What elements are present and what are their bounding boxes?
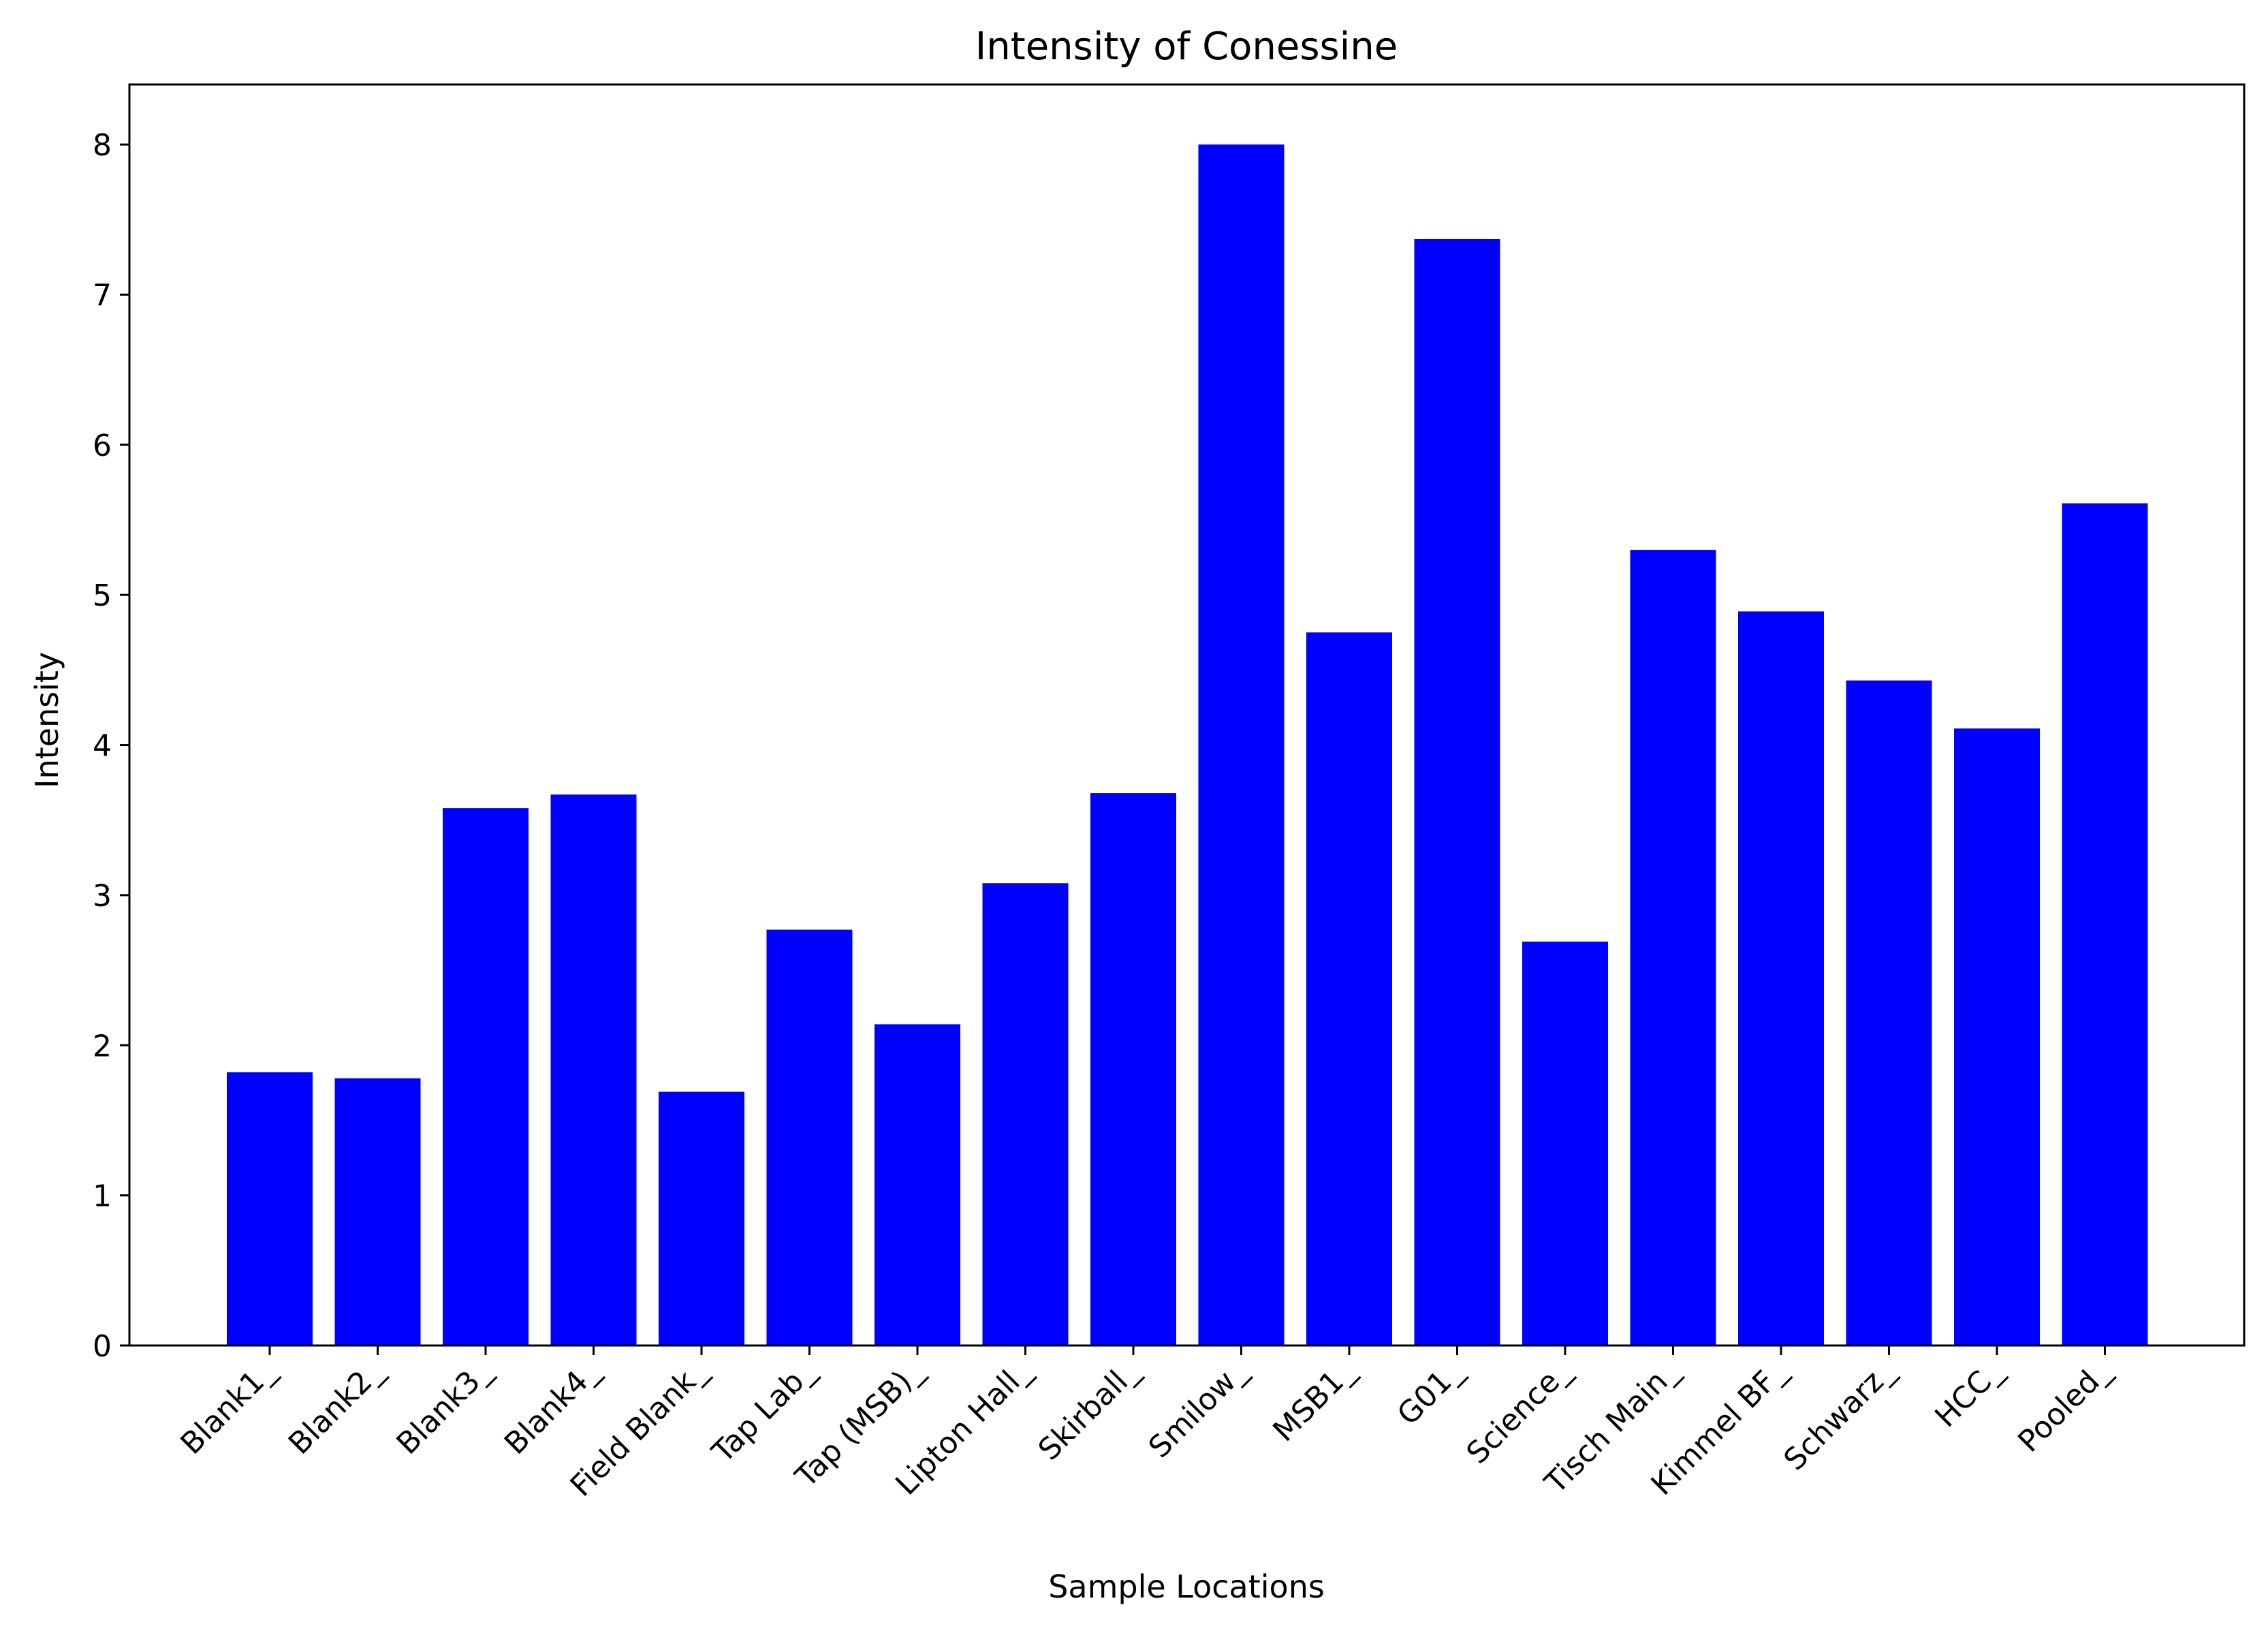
bar-science [1522,942,1608,1346]
bar-kimmel-bf [1738,611,1824,1346]
y-tick-label: 4 [93,729,112,764]
bar-blank2 [334,1078,421,1346]
bar-smilow [1198,144,1285,1346]
x-tick-label: HCC_ [1928,1353,2009,1434]
y-tick-label: 3 [93,879,112,914]
bar-g01 [1414,238,1500,1346]
bars-group [227,144,2148,1346]
bar-tap-lab [766,929,853,1346]
bar-blank4 [550,794,637,1346]
x-tick-label: Pooled_ [2011,1353,2117,1459]
chart-title: Intensity of Conessine [975,25,1398,69]
bar-tap-msb [875,1024,960,1346]
bar-msb1 [1306,632,1392,1346]
x-tick-label: MSB1_ [1266,1353,1361,1448]
x-axis-label: Sample Locations [1048,1568,1325,1605]
x-tick-label: Schwarz_ [1777,1353,1902,1478]
y-tick-label: 5 [93,578,112,613]
x-tick-label: Blank3_ [390,1353,499,1461]
bar-field-blank [659,1091,744,1346]
x-tick-label: Blank1_ [174,1353,283,1461]
x-tick-label: Skirball_ [1032,1353,1146,1467]
x-tick-label: G01_ [1391,1353,1470,1432]
bar-schwarz [1846,680,1932,1346]
y-tick-label: 7 [93,279,112,313]
x-tick-label: Blank4_ [498,1353,606,1461]
bar-hcc [1954,728,2040,1346]
y-tick-label: 0 [93,1329,112,1364]
bar-tisch-main [1630,550,1716,1346]
y-tick-label: 8 [93,128,112,163]
x-tick-label: Tap Lab_ [705,1353,822,1470]
x-axis: Blank1_ Blank2_ Blank3_ Blank4_Field Blank_… [174,1346,2117,1504]
y-tick-label: 2 [93,1029,112,1063]
y-tick-label: 1 [93,1179,112,1214]
x-tick-label: Smilow_ [1142,1353,1254,1465]
plot-frame [128,83,2246,1347]
y-axis: 0 1 2 3 4 5 6 7 8 [93,128,129,1364]
bar-blank3 [443,808,529,1346]
x-tick-label: Blank2_ [282,1353,390,1461]
bar-pooled [2062,503,2148,1346]
bar-skirball [1090,793,1176,1346]
bar-lipton-hall [982,883,1069,1346]
bar-blank1 [227,1072,313,1346]
y-axis-label: Intensity [29,652,65,788]
y-tick-label: 6 [93,429,112,463]
